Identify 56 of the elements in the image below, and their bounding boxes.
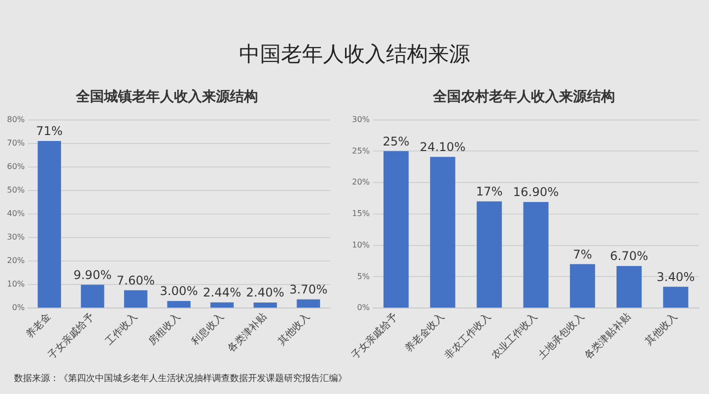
bar <box>663 286 688 308</box>
data-label: 2.44% <box>203 285 242 300</box>
data-label: 3.40% <box>656 270 695 284</box>
source-note: 数据来源：《第四次中国城乡老年人生活状况抽样调查数据开发课题研究报告汇编》 <box>14 372 347 385</box>
bar <box>616 266 642 308</box>
data-label: 16.90% <box>513 185 559 200</box>
data-label: 17% <box>476 184 503 199</box>
x-tick-label: 子女亲戚给予 <box>349 310 400 362</box>
data-label: 7.60% <box>116 273 155 288</box>
y-tick-label: 15% <box>352 209 370 218</box>
y-tick-label: 25% <box>352 146 370 156</box>
bar <box>570 264 596 308</box>
bar <box>254 302 277 308</box>
bar <box>210 302 234 308</box>
data-label: 6.70% <box>610 249 648 264</box>
data-label: 3.00% <box>160 284 198 298</box>
bar <box>124 290 148 308</box>
y-tick-label: 10% <box>352 240 370 250</box>
bar <box>384 151 409 308</box>
x-tick-label: 工作收入 <box>102 310 140 348</box>
bar <box>296 299 320 308</box>
chart-title: 全国农村老年人收入来源结构 <box>432 89 615 106</box>
y-tick-label: 20% <box>7 256 26 266</box>
data-label: 7% <box>572 247 592 262</box>
y-tick-label: 40% <box>7 209 26 218</box>
data-label: 71% <box>36 124 63 138</box>
data-label: 2.40% <box>246 286 284 300</box>
y-tick-label: 0% <box>12 303 26 312</box>
x-tick-label: 利息收入 <box>189 310 226 348</box>
x-tick-label: 房租收入 <box>146 310 183 348</box>
bar <box>430 156 456 308</box>
y-tick-label: 70% <box>7 138 26 148</box>
y-tick-label: 5% <box>357 272 370 281</box>
text: 中国老年人收入结构来源 <box>238 41 471 68</box>
chart-title: 全国城镇老年人收入来源结构 <box>75 89 258 106</box>
bar <box>38 140 62 308</box>
y-tick-label: 50% <box>7 185 26 194</box>
bar <box>167 301 191 308</box>
y-tick-label: 30% <box>7 232 26 242</box>
data-label: 24.10% <box>420 140 466 154</box>
bar <box>80 284 104 308</box>
y-tick-label: 20% <box>352 178 370 187</box>
x-tick-label: 养老金 <box>24 310 54 340</box>
x-tick-label: 其他收入 <box>642 310 680 348</box>
y-tick-label: 60% <box>7 162 26 171</box>
bar <box>476 201 502 308</box>
data-label: 3.70% <box>289 282 328 297</box>
data-label: 9.90% <box>73 268 112 282</box>
x-tick-label: 各类津补贴 <box>225 310 270 355</box>
y-tick-label: 30% <box>352 114 370 124</box>
y-tick-label: 0% <box>357 303 370 312</box>
bar <box>523 202 548 308</box>
y-tick-label: 10% <box>7 280 26 289</box>
x-tick-label: 其他收入 <box>276 310 312 348</box>
data-label: 25% <box>382 134 410 148</box>
y-tick-label: 80% <box>7 114 26 124</box>
